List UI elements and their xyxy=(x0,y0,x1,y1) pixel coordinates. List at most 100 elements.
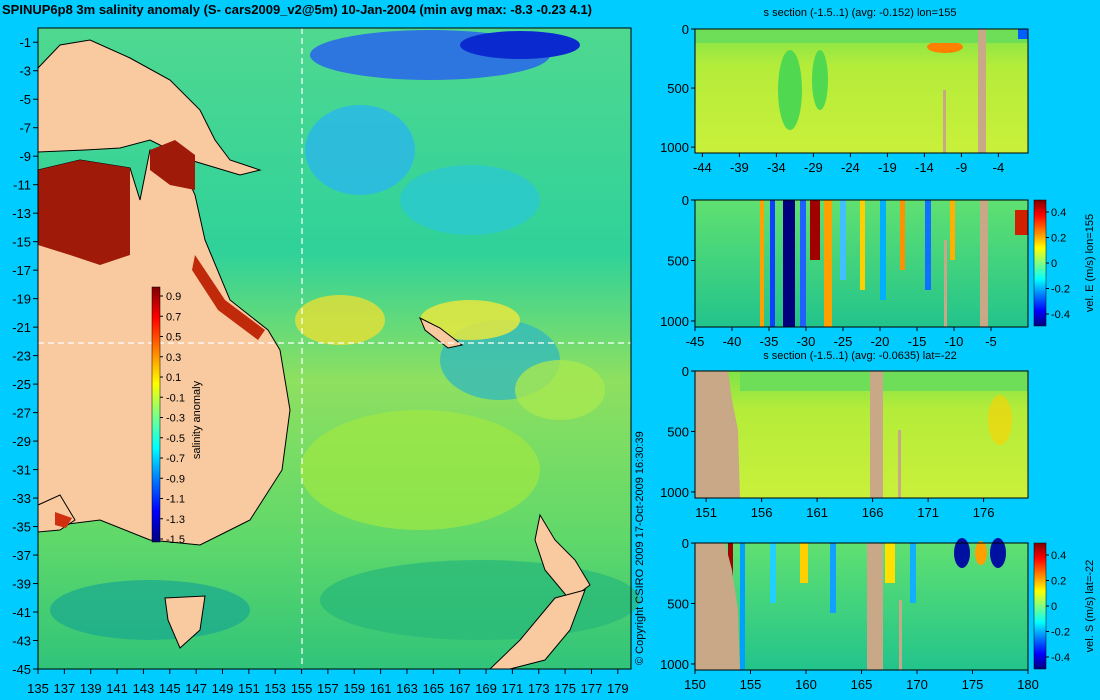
map-x-tick-label: 175 xyxy=(554,681,576,696)
velocity-colorbar-tick-label: 0.2 xyxy=(1051,576,1066,588)
map-y-ticks: -1 -3 -5 -7 -9 -11 -13 -15 -17 -19 -21 -23 -25 -27 -29… xyxy=(12,35,38,677)
panel-x-tick-label: 156 xyxy=(751,505,773,520)
colorbar-tick-label: -1.3 xyxy=(166,514,185,526)
colorbar-tick-label: 0.9 xyxy=(166,291,181,303)
panel-x-tick-label: 171 xyxy=(917,505,939,520)
panel-x-tick-label: 165 xyxy=(851,677,873,692)
panel-4-field xyxy=(695,543,1028,670)
panel-x-tick-label: -44 xyxy=(693,160,712,175)
map-x-tick-label: 151 xyxy=(238,681,260,696)
panel-3-frame xyxy=(694,370,1029,499)
map-y-tick-label: -15 xyxy=(12,235,31,250)
panel-2-mask xyxy=(980,200,988,327)
salinity-map: 135 137 139 141 143 145 147 149 151 153 155 157 159 1… xyxy=(12,27,640,696)
panel-2-colorbar-ticks: 0.4 0.2 0 -0.2 -0.4 xyxy=(1046,207,1070,321)
panel-x-tick-label: 150 xyxy=(684,677,706,692)
panel-x-tick-label: -5 xyxy=(985,334,997,349)
panel-3-title: s section (-1.5..1) (avg: -0.0635) lat=-… xyxy=(763,350,957,362)
map-y-tick-label: -45 xyxy=(12,662,31,677)
velocity-colorbar-tick-label: 0.4 xyxy=(1051,550,1066,562)
tasmania xyxy=(164,595,206,649)
panel-x-tick-label: -35 xyxy=(760,334,779,349)
map-y-tick-label: -29 xyxy=(12,434,31,449)
map-x-tick-label: 179 xyxy=(607,681,629,696)
panel-y-tick-label: 500 xyxy=(667,424,689,439)
map-y-tick-label: -3 xyxy=(19,64,31,79)
panel-2-bands xyxy=(760,200,1028,327)
panel-x-tick-label: -24 xyxy=(841,160,860,175)
map-x-tick-label: 159 xyxy=(343,681,365,696)
panel-y-tick-label: 0 xyxy=(682,22,689,37)
panel-y-tick-label: 500 xyxy=(667,596,689,611)
panel-y-tick-label: 500 xyxy=(667,81,689,96)
panel-3-field xyxy=(695,371,1028,498)
panel-y-tick-label: 1000 xyxy=(660,485,689,500)
main-title: SPINUP6p8 3m salinity anomaly (S- cars20… xyxy=(2,2,592,17)
velocity-colorbar-tick-label: -0.2 xyxy=(1051,627,1070,639)
panel-x-tick-label: -19 xyxy=(878,160,897,175)
colorbar-tick-label: -0.1 xyxy=(166,392,185,404)
copyright: © Copyright CSIRO 2009 17-Oct-2009 16:30… xyxy=(634,431,646,665)
map-y-tick-label: -37 xyxy=(12,548,31,563)
map-x-tick-label: 177 xyxy=(581,681,603,696)
panel-4: 150 155 160 165 170 175 180 0 500 1000 0.4 0.2 0 -0… xyxy=(660,536,1096,692)
colorbar-ticks: 0.9 0.7 0.5 0.3 0.1 -0.1 -0.3 -0.5 -0.7 -0.9 -1.1 -… xyxy=(160,291,185,546)
panel-x-tick-label: -9 xyxy=(956,160,968,175)
panel-y-tick-label: 0 xyxy=(682,364,689,379)
panel-y-tick-label: 500 xyxy=(667,253,689,268)
colorbar-tick-label: -0.9 xyxy=(166,473,185,485)
map-y-tick-label: -35 xyxy=(12,520,31,535)
new-caledonia xyxy=(419,316,464,349)
map-x-tick-label: 167 xyxy=(449,681,471,696)
velocity-colorbar-tick-label: 0 xyxy=(1051,258,1057,270)
map-x-tick-label: 139 xyxy=(80,681,102,696)
panel-x-tick-label: 176 xyxy=(973,505,995,520)
panel-x-tick-label: -10 xyxy=(945,334,964,349)
new-guinea xyxy=(37,39,262,176)
colorbar-tick-label: 0.1 xyxy=(166,372,181,384)
new-zealand-south xyxy=(488,589,586,670)
map-y-tick-label: -17 xyxy=(12,263,31,278)
map-x-tick-label: 135 xyxy=(27,681,49,696)
colorbar-label: salinity anomaly xyxy=(191,380,203,459)
panel-y-tick-label: 1000 xyxy=(660,657,689,672)
panel-x-tick-label: 155 xyxy=(740,677,762,692)
map-x-tick-label: 153 xyxy=(264,681,286,696)
panel-4-bands xyxy=(728,538,1006,670)
coastal-anomaly xyxy=(38,140,265,528)
map-y-tick-label: -7 xyxy=(19,121,31,136)
map-x-tick-label: 149 xyxy=(212,681,234,696)
map-x-ticks: 135 137 139 141 143 145 147 149 151 153 155 157 159 1… xyxy=(27,669,629,696)
map-x-tick-label: 143 xyxy=(133,681,155,696)
colorbar-tick-label: 0.7 xyxy=(166,311,181,323)
colorbar-tick-label: 0.3 xyxy=(166,352,181,364)
panel-4-mask xyxy=(695,543,740,670)
panel-4-colorbar xyxy=(1033,542,1047,670)
panel-x-tick-label: -14 xyxy=(915,160,934,175)
map-y-tick-label: -31 xyxy=(12,463,31,478)
velocity-colorbar-tick-label: 0.2 xyxy=(1051,233,1066,245)
map-x-tick-label: 161 xyxy=(370,681,392,696)
map-y-tick-label: -39 xyxy=(12,577,31,592)
panel-1-mask xyxy=(978,29,986,153)
map-y-tick-label: -41 xyxy=(12,605,31,620)
panel-1-x-ticks: -44 -39 -34 -29 -24 -19 -14 -9 -4 xyxy=(693,153,1004,175)
panel-2-frame xyxy=(694,199,1029,328)
map-x-tick-label: 169 xyxy=(475,681,497,696)
panel-x-tick-label: 161 xyxy=(806,505,828,520)
velocity-colorbar-tick-label: 0.4 xyxy=(1051,207,1066,219)
panel-x-tick-label: 175 xyxy=(962,677,984,692)
panel-y-tick-label: 1000 xyxy=(660,140,689,155)
map-y-tick-label: -9 xyxy=(19,149,31,164)
colorbar-tick-label: 0.5 xyxy=(166,332,181,344)
panel-4-y-ticks: 0 500 1000 xyxy=(660,536,695,672)
velocity-colorbar-tick-label: -0.4 xyxy=(1051,309,1070,321)
panel-x-tick-label: -25 xyxy=(834,334,853,349)
panel-1-y-ticks: 0 500 1000 xyxy=(660,22,695,155)
colorbar-tick-label: -1.5 xyxy=(166,534,185,546)
map-y-tick-label: -27 xyxy=(12,406,31,421)
panel-2-colorbar xyxy=(1033,199,1047,327)
panel-y-tick-label: 1000 xyxy=(660,314,689,329)
panel-3: s section (-1.5..1) (avg: -0.0635) lat=-… xyxy=(660,350,1029,520)
